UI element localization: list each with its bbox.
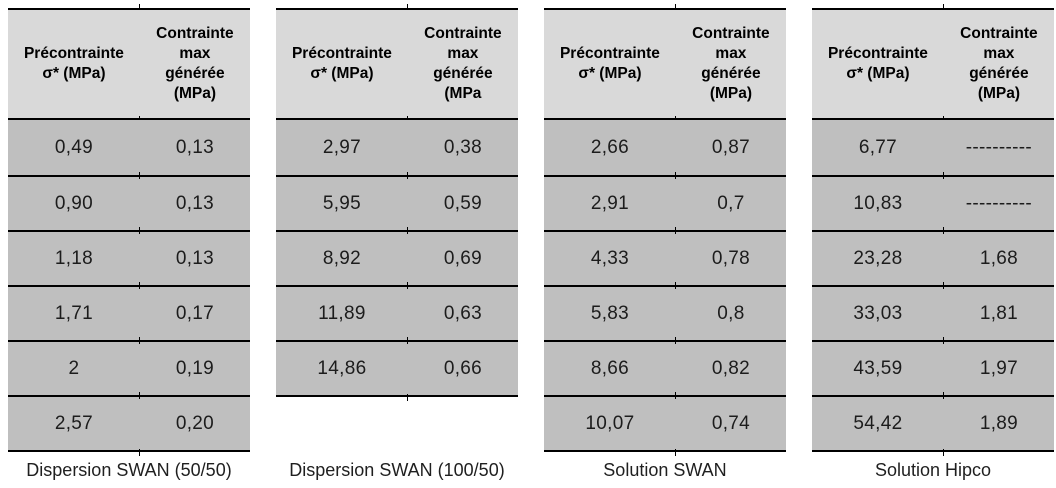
cell-contrainte-max: 0,74 bbox=[711, 412, 751, 434]
column-header-precontrainte: Précontrainte σ* (MPa) bbox=[291, 45, 392, 82]
column-header-contrainte-max: Contrainte max générée (MPa bbox=[424, 25, 502, 102]
table-row: 11,89 0,63 bbox=[276, 282, 518, 340]
cell-contrainte-max: 1,89 bbox=[979, 412, 1019, 434]
cell-contrainte-max: 0,17 bbox=[175, 302, 215, 324]
cell-contrainte-max: 0,20 bbox=[175, 412, 215, 434]
table-body: 0,49 0,13 0,90 0,13 1,18 0,13 1,71 0,17 2 0,19 2,5… bbox=[8, 120, 250, 450]
cell-precontrainte: 43,59 bbox=[853, 357, 903, 379]
cell-contrainte-max: 0,63 bbox=[443, 302, 483, 324]
cell-contrainte-max: 0,19 bbox=[175, 357, 215, 379]
cell-precontrainte: 5,95 bbox=[322, 192, 362, 214]
table-row: 0,90 0,13 bbox=[8, 172, 250, 230]
table-row: 2 0,19 bbox=[8, 337, 250, 395]
table-header-row: Précontrainte σ* (MPa) Contrainte max gé… bbox=[544, 10, 786, 123]
cell-contrainte-max: 0,82 bbox=[711, 357, 751, 379]
table-row: 1,71 0,17 bbox=[8, 282, 250, 340]
table-caption: Solution SWAN bbox=[603, 460, 727, 480]
table-header-row: Précontrainte σ* (MPa) Contrainte max gé… bbox=[276, 10, 518, 123]
cell-contrainte-max: 0,69 bbox=[443, 247, 483, 269]
table-row: 10,83 ---------- bbox=[812, 172, 1054, 230]
cell-contrainte-max: 0,7 bbox=[717, 192, 745, 214]
table-row: 8,92 0,69 bbox=[276, 227, 518, 285]
column-header-precontrainte: Précontrainte σ* (MPa) bbox=[559, 45, 660, 82]
table-row: 2,91 0,7 bbox=[544, 172, 786, 230]
table-body: 2,66 0,87 2,91 0,7 4,33 0,78 5,83 0,8 8,66 0,82 10… bbox=[544, 120, 786, 450]
table-grid: Précontrainte σ* (MPa) Contrainte max gé… bbox=[276, 4, 518, 401]
cell-contrainte-max: 0,13 bbox=[175, 136, 215, 158]
cell-precontrainte: 0,90 bbox=[54, 192, 94, 214]
column-header-contrainte-max: Contrainte max générée (MPa) bbox=[692, 25, 770, 102]
table-row: 0,49 0,13 bbox=[8, 120, 250, 175]
table-row: 43,59 1,97 bbox=[812, 337, 1054, 395]
cell-contrainte-max: 0,8 bbox=[717, 302, 745, 324]
table-grid: Précontrainte σ* (MPa) Contrainte max gé… bbox=[544, 4, 786, 456]
cell-precontrainte: 0,49 bbox=[54, 136, 94, 158]
cell-contrainte-max: 1,81 bbox=[979, 302, 1019, 324]
cell-precontrainte: 2,97 bbox=[322, 136, 362, 158]
table-row: 10,07 0,74 bbox=[544, 392, 786, 450]
table-body: 2,97 0,38 5,95 0,59 8,92 0,69 11,89 0,63 14,86 0,… bbox=[276, 120, 518, 395]
table-row: 2,57 0,20 bbox=[8, 392, 250, 450]
table-grid: Précontrainte σ* (MPa) Contrainte max gé… bbox=[8, 4, 250, 456]
table-row: 5,83 0,8 bbox=[544, 282, 786, 340]
cell-precontrainte: 1,18 bbox=[54, 247, 94, 269]
table-row: 54,42 1,89 bbox=[812, 392, 1054, 450]
cell-precontrainte: 11,89 bbox=[318, 302, 366, 324]
cell-precontrainte: 5,83 bbox=[590, 302, 630, 324]
table-row: 23,28 1,68 bbox=[812, 227, 1054, 285]
cell-contrainte-max: 0,87 bbox=[711, 136, 751, 158]
table-header-row: Précontrainte σ* (MPa) Contrainte max gé… bbox=[812, 10, 1054, 123]
table-row: 14,86 0,66 bbox=[276, 337, 518, 395]
cell-contrainte-max: ---------- bbox=[965, 192, 1033, 214]
cell-contrainte-max: 0,38 bbox=[443, 136, 483, 158]
table-row: 2,66 0,87 bbox=[544, 120, 786, 175]
column-header-contrainte-max: Contrainte max générée (MPa) bbox=[960, 25, 1038, 102]
cell-precontrainte: 8,92 bbox=[322, 247, 362, 269]
table-caption: Dispersion SWAN (50/50) bbox=[26, 460, 232, 480]
cell-contrainte-max: 0,13 bbox=[175, 247, 215, 269]
table-row: 5,95 0,59 bbox=[276, 172, 518, 230]
cell-precontrainte: 33,03 bbox=[853, 302, 903, 324]
cell-contrainte-max: 0,13 bbox=[175, 192, 215, 214]
cell-contrainte-max: ---------- bbox=[965, 136, 1033, 158]
cell-precontrainte: 10,83 bbox=[853, 192, 903, 214]
cell-contrainte-max: 0,66 bbox=[443, 357, 483, 379]
table-row: 8,66 0,82 bbox=[544, 337, 786, 395]
cell-precontrainte: 2,91 bbox=[590, 192, 630, 214]
cell-precontrainte: 54,42 bbox=[853, 412, 903, 434]
cell-precontrainte: 4,33 bbox=[590, 247, 630, 269]
cell-precontrainte: 23,28 bbox=[853, 247, 903, 269]
table-dispersion-swan-50-50: Précontrainte σ* (MPa) Contrainte max gé… bbox=[8, 4, 250, 482]
cell-precontrainte: 2 bbox=[68, 357, 80, 379]
table-row: 2,97 0,38 bbox=[276, 120, 518, 175]
cell-precontrainte: 2,57 bbox=[54, 412, 94, 434]
cell-contrainte-max: 0,59 bbox=[443, 192, 483, 214]
table-grid: Précontrainte σ* (MPa) Contrainte max gé… bbox=[812, 4, 1054, 456]
cell-precontrainte: 1,71 bbox=[54, 302, 94, 324]
cell-precontrainte: 10,07 bbox=[585, 412, 635, 434]
table-body: 6,77 ---------- 10,83 ---------- 23,28 1,68 33… bbox=[812, 120, 1054, 450]
cell-contrainte-max: 1,97 bbox=[979, 357, 1019, 379]
table-row: 33,03 1,81 bbox=[812, 282, 1054, 340]
cell-contrainte-max: 1,68 bbox=[979, 247, 1019, 269]
table-caption: Solution Hipco bbox=[874, 460, 992, 480]
column-header-precontrainte: Précontrainte σ* (MPa) bbox=[23, 45, 124, 82]
cell-precontrainte: 8,66 bbox=[590, 357, 630, 379]
table-header-row: Précontrainte σ* (MPa) Contrainte max gé… bbox=[8, 10, 250, 123]
cell-precontrainte: 14,86 bbox=[317, 357, 367, 379]
cell-precontrainte: 2,66 bbox=[590, 136, 630, 158]
table-dispersion-swan-100-50: Précontrainte σ* (MPa) Contrainte max gé… bbox=[276, 4, 518, 482]
table-row: 1,18 0,13 bbox=[8, 227, 250, 285]
table-row: 6,77 ---------- bbox=[812, 120, 1054, 175]
table-caption: Dispersion SWAN (100/50) bbox=[289, 460, 505, 480]
cell-precontrainte: 6,77 bbox=[858, 136, 898, 158]
cell-contrainte-max: 0,78 bbox=[711, 247, 751, 269]
table-solution-hipco: Précontrainte σ* (MPa) Contrainte max gé… bbox=[812, 4, 1054, 482]
table-solution-swan: Précontrainte σ* (MPa) Contrainte max gé… bbox=[544, 4, 786, 482]
column-header-contrainte-max: Contrainte max générée (MPa) bbox=[156, 25, 234, 102]
table-row: 4,33 0,78 bbox=[544, 227, 786, 285]
column-header-precontrainte: Précontrainte σ* (MPa) bbox=[827, 45, 928, 82]
